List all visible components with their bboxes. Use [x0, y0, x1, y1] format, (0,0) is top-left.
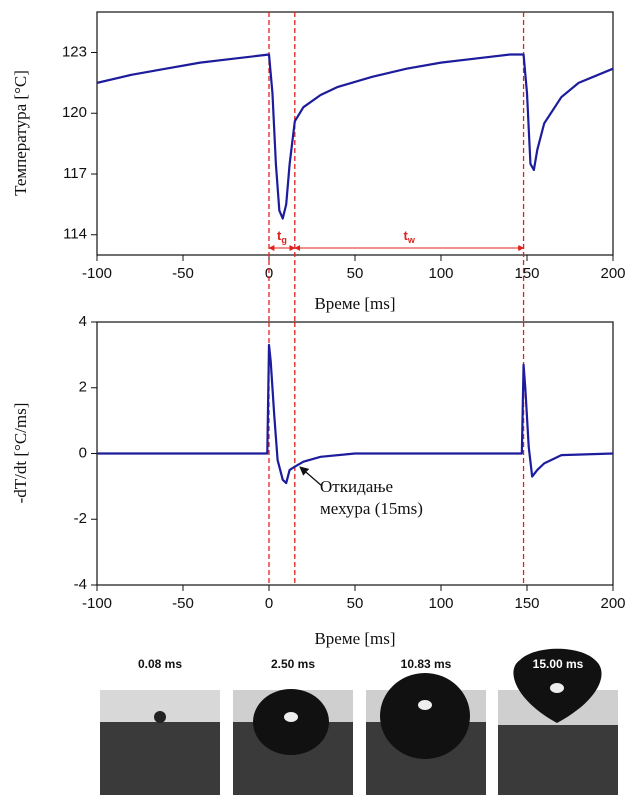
photo-base [100, 722, 220, 795]
highlight [418, 700, 432, 710]
frame-label: 0.08 ms [138, 657, 182, 671]
x-tick-label: 150 [514, 595, 539, 612]
x-tick-label: -50 [172, 265, 194, 282]
highlight [550, 683, 564, 693]
photo-base [498, 725, 618, 795]
annotation: Откидање [320, 477, 393, 496]
span-subscript: w [407, 235, 416, 245]
droplet [154, 711, 166, 723]
x-tick-label: -100 [82, 595, 112, 612]
frame-label: 10.83 ms [401, 657, 452, 671]
data-line [97, 343, 614, 485]
span-symbol: t [404, 228, 409, 243]
x-tick-label: 0 [265, 595, 273, 612]
photos [100, 648, 618, 795]
y-tick-label: -4 [74, 576, 87, 593]
y-tick-label: 114 [63, 226, 87, 243]
y-axis-label: -dT/dt [°C/ms] [11, 403, 30, 504]
y-tick-label: 120 [62, 104, 87, 121]
x-tick-label: 0 [265, 265, 273, 282]
annotation-arrow [299, 466, 323, 487]
x-tick-label: 100 [428, 265, 453, 282]
annotation: мехура (15ms) [320, 499, 423, 518]
x-axis-label: Време [ms] [314, 294, 395, 313]
span-symbol: t [277, 228, 282, 243]
y-tick-label: 123 [62, 43, 87, 60]
x-tick-label: -50 [172, 595, 194, 612]
droplet [380, 673, 470, 759]
y-tick-label: -2 [74, 510, 87, 527]
y-tick-label: 4 [79, 313, 87, 330]
span-label: tg [277, 228, 287, 245]
x-axis-label: Време [ms] [314, 629, 395, 648]
frame-label: 2.50 ms [271, 657, 315, 671]
x-tick-label: 200 [600, 265, 625, 282]
y-tick-label: 2 [79, 379, 87, 396]
y-axis-label: Температура [°C] [11, 70, 30, 196]
x-tick-label: 150 [514, 265, 539, 282]
x-tick-label: 50 [347, 265, 364, 282]
span-label: tw [404, 228, 416, 245]
frame-label: 15.00 ms [533, 657, 584, 671]
y-tick-label: 0 [79, 444, 87, 461]
y-tick-label: 117 [63, 165, 87, 182]
span-subscript: g [281, 235, 287, 245]
x-tick-label: 200 [600, 595, 625, 612]
plot-frame [96, 11, 614, 256]
data-line [96, 53, 614, 220]
highlight [284, 712, 298, 722]
x-tick-label: 50 [347, 595, 364, 612]
x-tick-label: 100 [428, 595, 453, 612]
x-tick-label: -100 [82, 265, 112, 282]
